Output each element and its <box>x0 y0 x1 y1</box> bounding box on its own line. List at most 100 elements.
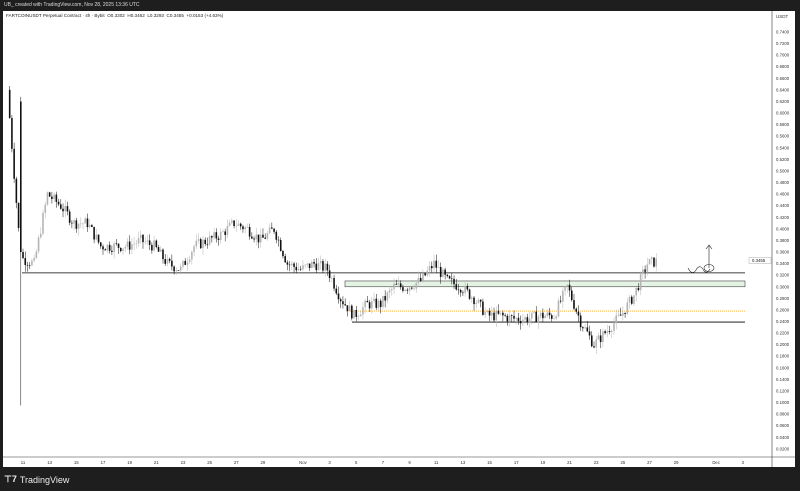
support-zone <box>344 280 746 288</box>
ohlc-low: L0.3293 <box>147 13 164 18</box>
candle-body <box>557 300 560 317</box>
candle-body <box>426 270 429 276</box>
y-tick-label: 0.6000 <box>776 111 790 116</box>
candle-body <box>20 101 22 253</box>
candle-body <box>462 292 464 294</box>
candle-body <box>473 297 475 305</box>
candle-body <box>630 296 633 304</box>
candle-body <box>582 327 584 329</box>
candle-body <box>635 287 638 296</box>
candle-body <box>513 315 515 319</box>
candle-body <box>595 339 598 348</box>
candle-body <box>39 233 42 238</box>
candle-body <box>353 309 355 319</box>
y-tick-label: 0.1200 <box>776 388 790 393</box>
candle-body <box>315 263 318 271</box>
candle-body <box>213 232 215 238</box>
candle-body <box>188 259 191 263</box>
y-tick-label: 0.1000 <box>776 400 790 405</box>
ohlc-open: O0.3302 <box>107 13 125 18</box>
candle-body <box>317 263 320 271</box>
y-tick-label: 0.0200 <box>776 446 790 451</box>
candle-body <box>42 212 44 234</box>
candle-body <box>584 327 586 329</box>
chart-frame[interactable] <box>3 11 795 467</box>
y-tick-label: 0.3000 <box>776 284 790 289</box>
candle-body <box>35 251 38 258</box>
candle-body <box>615 315 618 324</box>
candle-body <box>335 288 338 294</box>
candle-body <box>575 308 578 312</box>
candle-body <box>328 270 331 279</box>
candle-body <box>15 178 18 203</box>
candle-body <box>202 239 204 249</box>
candle-body <box>135 243 138 244</box>
x-tick-label: 19 <box>540 460 545 465</box>
candle-body <box>222 231 224 233</box>
brand-name: TradingView <box>19 474 70 485</box>
candle-body <box>382 296 384 308</box>
candle-body <box>246 226 249 228</box>
candle-body <box>613 323 615 331</box>
candle-body <box>642 269 644 274</box>
x-tick-label: 27 <box>647 460 652 465</box>
candle-body <box>482 301 484 315</box>
candle-body <box>104 249 107 251</box>
candle-body <box>570 290 573 301</box>
candle-body <box>284 256 286 263</box>
candle-body <box>439 267 442 277</box>
y-tick-label: 0.4200 <box>776 215 790 220</box>
candle-body <box>128 241 131 250</box>
candle-body <box>648 259 651 265</box>
y-tick-label: 0.6400 <box>776 87 790 92</box>
candle-body <box>653 257 655 267</box>
candle-body <box>88 225 91 228</box>
candle-body <box>539 312 542 317</box>
candle-body <box>499 312 502 314</box>
candle-body <box>490 312 493 316</box>
x-tick-label: 13 <box>460 460 465 465</box>
candle-body <box>495 310 498 321</box>
candle-body <box>371 301 373 309</box>
candle-body <box>562 290 564 302</box>
candle-body <box>446 274 449 277</box>
candle-body <box>626 302 629 314</box>
candle-body <box>144 241 147 243</box>
symbol-title: FARTCOINUSDT Perpetual Contract · 4h · B… <box>6 13 105 18</box>
candle-body <box>184 260 187 265</box>
candle-body <box>579 315 582 328</box>
candle-body <box>455 284 458 290</box>
candle-body <box>548 312 551 316</box>
candle-body <box>237 223 240 226</box>
candle-body <box>377 300 380 308</box>
candle-body <box>248 226 251 237</box>
candle-body <box>239 223 242 227</box>
candle-body <box>182 260 184 267</box>
candle-body <box>391 288 393 291</box>
candle-body <box>337 293 340 300</box>
x-tick-label: 13 <box>47 460 52 465</box>
wave-scribble-drawing <box>687 266 711 273</box>
candle-body <box>435 260 438 268</box>
candle-body <box>119 247 122 252</box>
candle-body <box>97 234 100 243</box>
candle-body <box>348 305 351 312</box>
candle-body <box>339 299 342 302</box>
candle-body <box>286 262 289 265</box>
candle-body <box>533 311 535 313</box>
candle-body <box>37 237 40 252</box>
y-tick-label: 0.3400 <box>776 261 790 266</box>
y-tick-label: 0.3800 <box>776 238 790 243</box>
x-tick-label: 25 <box>620 460 625 465</box>
candle-body <box>606 331 609 334</box>
candle-body <box>324 263 326 271</box>
candle-body <box>64 206 67 212</box>
candle-body <box>346 305 349 312</box>
x-tick-label: 15 <box>74 460 79 465</box>
candle-body <box>597 335 600 340</box>
candle-body <box>553 318 555 320</box>
candle-body <box>271 227 273 229</box>
candle-body <box>444 269 446 275</box>
candle-body <box>215 232 218 239</box>
